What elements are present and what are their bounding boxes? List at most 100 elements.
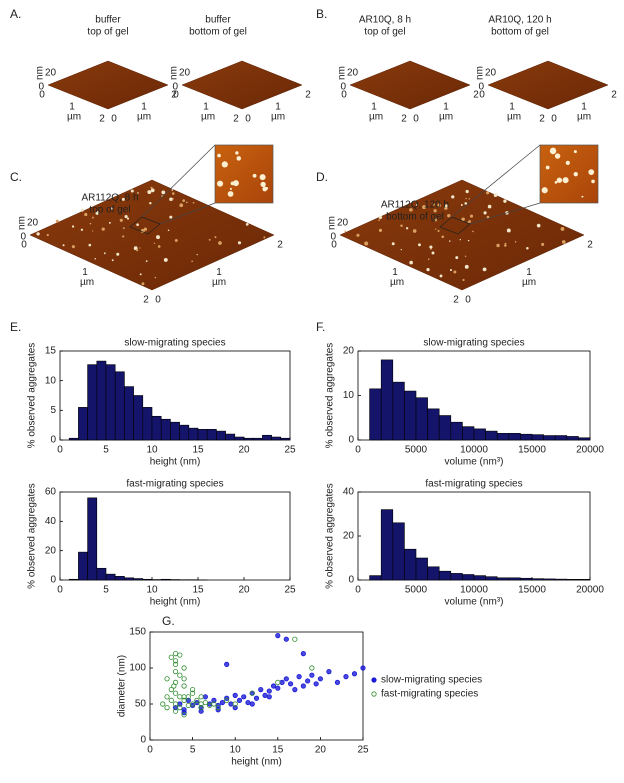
y-tick-label: 1 <box>216 267 222 278</box>
particle <box>465 189 469 194</box>
bar <box>543 435 556 441</box>
particle <box>409 260 413 265</box>
particle <box>573 172 578 177</box>
point <box>326 668 332 675</box>
point <box>190 690 196 696</box>
y-tick-label: 1 <box>581 102 587 113</box>
y-tick-label: 10 <box>343 390 355 401</box>
point <box>232 701 238 707</box>
z-tick-label: 0 <box>38 82 44 93</box>
particle <box>122 235 125 238</box>
point <box>245 699 251 706</box>
particle <box>167 229 170 232</box>
bar <box>427 408 440 441</box>
particle <box>153 242 156 244</box>
image-caption: AR112Q, 120 h <box>381 200 449 211</box>
bar <box>473 575 486 581</box>
particle <box>161 190 166 195</box>
point <box>211 697 217 704</box>
point <box>253 695 260 701</box>
particle <box>141 282 145 286</box>
y-tick-label: 40 <box>45 516 57 527</box>
particle <box>71 245 75 249</box>
x-tick-label: 0 <box>147 745 153 756</box>
y-axis-label: µm <box>522 277 536 288</box>
y-tick-label: 10 <box>45 375 57 386</box>
legend-label: slow-migrating species <box>381 675 482 686</box>
x-tick-label: 0 <box>21 240 27 251</box>
bar <box>485 576 498 581</box>
particle <box>214 236 217 239</box>
bar <box>271 436 282 441</box>
panel-label: D. <box>316 170 328 184</box>
particle <box>417 243 421 247</box>
point <box>275 685 281 691</box>
point <box>258 686 264 693</box>
particle <box>504 242 507 245</box>
image-caption: top of gel <box>87 27 128 38</box>
bar <box>68 578 79 581</box>
particle <box>227 191 234 197</box>
z-axis-label: nm <box>169 66 180 80</box>
panel-label: F. <box>316 320 325 334</box>
particle <box>504 244 507 247</box>
x-tick-label: 0 <box>331 240 337 251</box>
bar <box>114 576 125 581</box>
y-tick-label: 0 <box>465 295 471 306</box>
particle <box>252 173 257 178</box>
particle <box>503 199 507 203</box>
particle <box>549 147 557 155</box>
point <box>241 694 247 700</box>
point <box>334 679 341 686</box>
point <box>181 712 187 718</box>
x-tick-label: 0 <box>173 90 179 101</box>
bar <box>543 578 556 581</box>
point <box>224 661 230 668</box>
particle <box>422 205 427 210</box>
particle <box>150 188 155 193</box>
particle <box>218 241 222 245</box>
y-tick-label: 0 <box>348 575 354 586</box>
particle <box>154 276 157 279</box>
y-axis-label: µm <box>577 112 591 123</box>
particle <box>174 239 178 242</box>
point <box>198 694 204 700</box>
x-tick-label: 5000 <box>405 585 428 596</box>
particle <box>145 260 148 262</box>
afm-surface <box>181 60 303 110</box>
x-tick-label: 20 <box>315 745 327 756</box>
image-caption: AR112Q, 8 h <box>81 193 138 204</box>
x-tick-label: 10000 <box>460 445 488 456</box>
particle <box>80 228 84 231</box>
image-caption: buffer <box>95 15 121 26</box>
x-tick-label: 2 <box>401 114 407 125</box>
z-tick-label: 0 <box>340 82 346 93</box>
point <box>181 676 187 682</box>
plot-area <box>149 631 364 741</box>
x-tick-label: 20000 <box>576 585 604 596</box>
image-caption: buffer <box>205 15 231 26</box>
afm-surface <box>349 60 471 110</box>
y-tick-label: 0 <box>50 575 56 586</box>
point <box>317 676 323 682</box>
y-tick-label: 1 <box>141 102 147 113</box>
particle <box>405 227 409 230</box>
bar <box>105 573 116 581</box>
particle <box>437 229 440 233</box>
particle <box>526 246 529 250</box>
point <box>292 686 298 693</box>
y-tick-label: 0 <box>348 435 354 446</box>
z-tick-label: 20 <box>347 68 359 79</box>
particle <box>464 202 468 205</box>
point <box>172 708 179 714</box>
particle <box>444 204 448 208</box>
particle <box>469 214 474 218</box>
particle <box>130 189 134 193</box>
point <box>168 697 174 704</box>
x-tick-label: 10 <box>146 445 158 456</box>
particle <box>36 232 40 236</box>
chart-title: slow-migrating species <box>423 338 524 349</box>
particle <box>124 215 128 219</box>
particle <box>245 222 249 226</box>
image-caption: top of gel <box>89 205 130 216</box>
